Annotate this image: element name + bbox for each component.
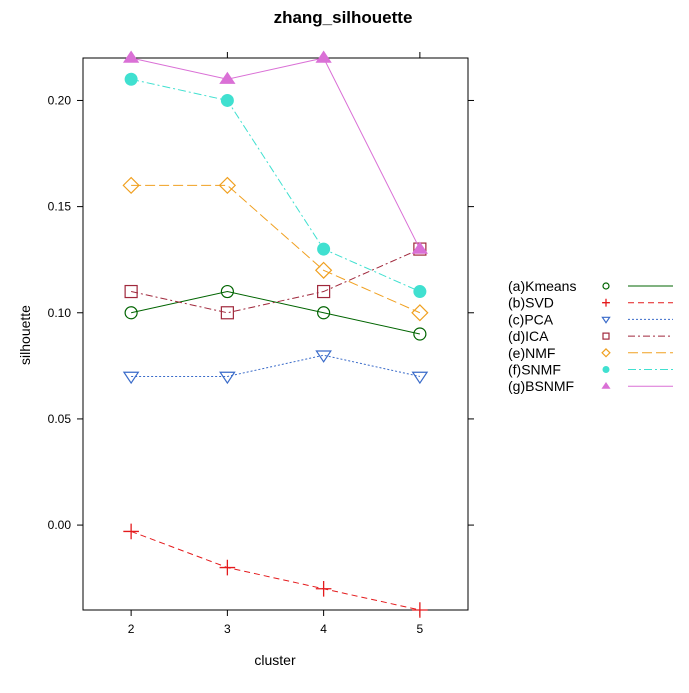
legend-marker-bsnmf — [601, 381, 611, 389]
series-line-ica — [131, 248, 421, 314]
data-point-bsnmf — [122, 50, 140, 63]
legend-marker-kmeans — [602, 282, 610, 290]
plot-frame — [82, 57, 469, 611]
data-point-snmf — [220, 93, 234, 107]
legend-label-snmf: (f)SNMF — [508, 362, 561, 378]
series-nmf — [122, 176, 429, 322]
x-axis-label: cluster — [254, 652, 296, 668]
legend-label-svd: (b)SVD — [508, 295, 554, 311]
series-ica — [124, 242, 427, 320]
legend-marker-ica — [602, 332, 610, 340]
data-point-pca — [122, 371, 140, 385]
y-axis-label: silhouette — [17, 305, 33, 365]
legend-label-pca: (c)PCA — [508, 311, 554, 327]
data-point-kmeans — [317, 306, 331, 320]
x-tick-label: 2 — [128, 622, 135, 636]
data-point-svd — [315, 580, 332, 597]
legend-label-nmf: (e)NMF — [508, 345, 555, 361]
legend-marker-nmf — [601, 348, 611, 358]
legend-label-bsnmf: (g)BSNMF — [508, 378, 574, 394]
legend-label-kmeans: (a)Kmeans — [508, 278, 576, 294]
data-point-svd — [219, 559, 236, 576]
y-tick-label: 0.15 — [48, 200, 72, 214]
chart-title: zhang_silhouette — [274, 8, 413, 27]
series-line-kmeans — [131, 291, 420, 335]
series-snmf — [124, 72, 427, 299]
x-tick-label: 3 — [224, 622, 231, 636]
x-tick-label: 4 — [320, 622, 327, 636]
data-point-svd — [412, 602, 428, 618]
data-point-nmf — [218, 176, 237, 195]
series-svd — [123, 523, 428, 618]
series-line-pca — [131, 354, 420, 377]
data-point-bsnmf — [219, 71, 236, 84]
legend-marker-pca — [601, 316, 611, 324]
data-point-pca — [411, 371, 429, 385]
legend-label-ica: (d)ICA — [508, 328, 549, 344]
x-tick-label: 5 — [417, 622, 424, 636]
data-point-pca — [219, 371, 236, 385]
data-point-ica — [317, 284, 331, 299]
y-tick-label: 0.05 — [48, 412, 72, 426]
data-point-snmf — [124, 72, 138, 86]
data-point-bsnmf — [315, 50, 332, 63]
y-tick-label: 0.00 — [48, 518, 72, 532]
legend: (a)Kmeans(b)SVD(c)PCA(d)ICA(e)NMF(f)SNMF… — [508, 278, 673, 394]
data-point-kmeans — [124, 306, 138, 320]
series-kmeans — [124, 284, 427, 341]
series-pca — [122, 350, 429, 385]
data-point-ica — [124, 284, 138, 299]
legend-marker-snmf — [602, 366, 610, 373]
series-line-svd — [130, 530, 420, 611]
data-point-ica — [220, 306, 234, 320]
y-tick-label: 0.10 — [48, 306, 72, 320]
data-point-kmeans — [413, 327, 427, 341]
data-point-snmf — [413, 285, 427, 299]
y-tick-label: 0.20 — [48, 93, 72, 107]
y-axis: 0.00 0.05 0.10 0.15 0.20 — [48, 93, 474, 532]
series-line-snmf — [131, 78, 421, 292]
series-bsnmf — [122, 50, 429, 254]
data-point-kmeans — [220, 284, 234, 299]
series-line-nmf — [131, 184, 421, 314]
data-point-nmf — [122, 176, 140, 195]
data-point-nmf — [314, 261, 333, 279]
data-point-nmf — [411, 304, 429, 322]
series-line-bsnmf — [131, 57, 421, 250]
data-point-svd — [123, 523, 139, 540]
data-point-bsnmf — [411, 241, 429, 254]
legend-marker-svd — [602, 298, 610, 307]
series-layer — [122, 50, 429, 618]
x-axis: 2 3 4 5 — [128, 52, 424, 636]
data-point-pca — [315, 350, 332, 363]
data-point-snmf — [317, 242, 331, 256]
